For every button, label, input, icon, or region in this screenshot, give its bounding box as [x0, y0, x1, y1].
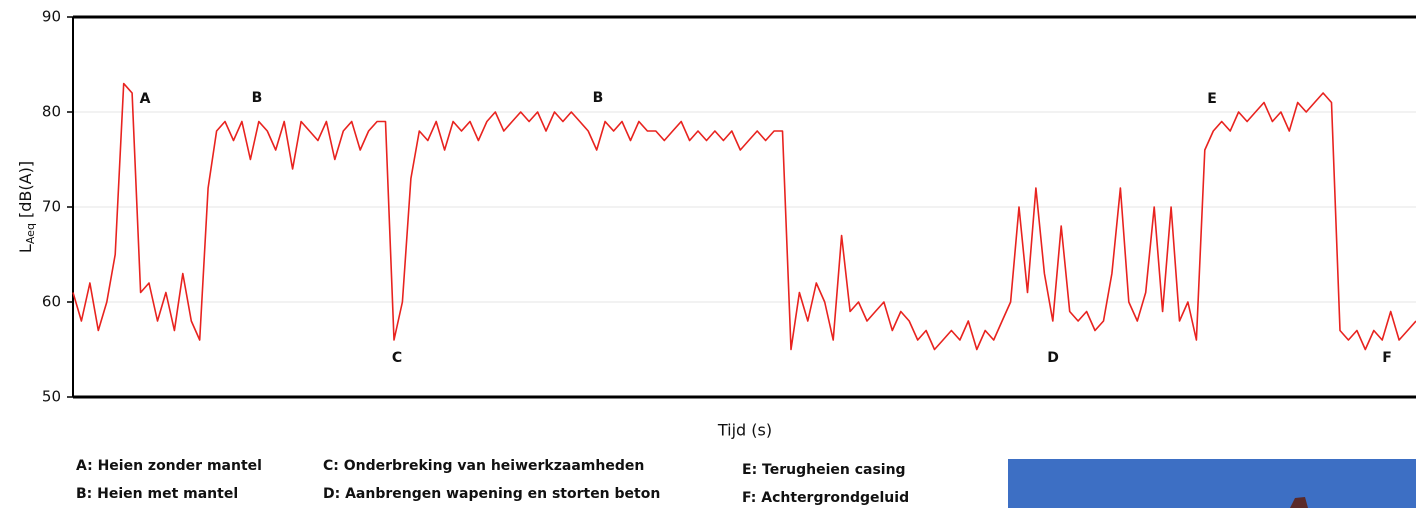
annotation: E: [1207, 91, 1217, 107]
y-tick-label: 60: [42, 293, 61, 311]
annotation: B: [252, 90, 263, 106]
legend-note: E: Terugheien casing: [742, 462, 906, 478]
y-tick-label: 80: [42, 103, 61, 121]
legend-note: C: Onderbreking van heiwerkzaamheden: [323, 458, 644, 474]
data-line: [73, 84, 1416, 350]
x-axis-label: Tijd (s): [717, 421, 772, 440]
annotation: D: [1047, 350, 1059, 366]
legend-note: B: Heien met mantel: [76, 486, 238, 502]
y-label-sub: Aeq: [24, 223, 37, 244]
y-tick-label: 70: [42, 198, 61, 216]
annotation: C: [392, 350, 402, 366]
annotation: A: [140, 91, 151, 107]
legend-note: D: Aanbrengen wapening en storten beton: [323, 486, 660, 502]
y-tick-label: 50: [42, 388, 61, 406]
photo: [1008, 459, 1416, 508]
annotation: B: [593, 90, 604, 106]
y-label-rest: [dB(A)]: [16, 161, 35, 223]
chart: Tijd (s) LAeq [dB(A)] 50 60 70 80 90 A B C B D E F A…: [0, 0, 1416, 508]
y-label-main: L: [16, 244, 35, 253]
legend-note: A: Heien zonder mantel: [76, 458, 262, 474]
y-tick-label: 90: [42, 8, 61, 26]
legend-note: F: Achtergrondgeluid: [742, 490, 909, 506]
annotation: F: [1382, 350, 1392, 366]
y-axis-label: LAeq [dB(A)]: [16, 161, 38, 253]
